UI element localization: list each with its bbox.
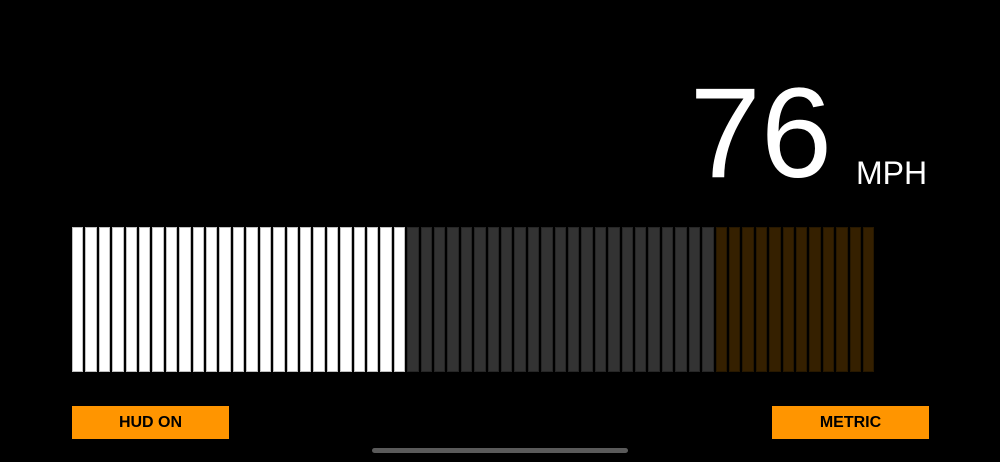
gauge-segment — [246, 227, 258, 372]
gauge-segment — [98, 227, 111, 372]
gauge-segment — [568, 227, 580, 372]
speed-gauge — [72, 227, 875, 372]
gauge-segment — [206, 227, 218, 372]
gauge-segment — [286, 227, 298, 372]
gauge-segment — [232, 227, 245, 372]
gauge-segment — [125, 227, 138, 372]
gauge-segment — [326, 227, 339, 372]
gauge-segment — [862, 227, 875, 372]
gauge-segment — [527, 227, 540, 372]
gauge-segment — [594, 227, 607, 372]
gauge-segment — [675, 227, 687, 372]
gauge-segment — [554, 227, 567, 372]
gauge-segment — [474, 227, 486, 372]
gauge-segment — [581, 227, 593, 372]
gauge-segment — [460, 227, 473, 372]
gauge-segment — [299, 227, 312, 372]
gauge-segment — [728, 227, 741, 372]
gauge-segment — [688, 227, 701, 372]
gauge-segment — [380, 227, 392, 372]
gauge-segment — [769, 227, 781, 372]
gauge-segment — [635, 227, 647, 372]
gauge-segment — [782, 227, 794, 372]
gauge-segment — [420, 227, 432, 372]
gauge-segment — [501, 227, 513, 372]
gauge-segment — [152, 227, 164, 372]
gauge-segment — [809, 227, 821, 372]
gauge-segment — [179, 227, 191, 372]
gauge-segment — [192, 227, 205, 372]
gauge-segment — [72, 227, 84, 372]
metric-toggle-button[interactable]: METRIC — [772, 406, 929, 439]
gauge-segment — [648, 227, 660, 372]
gauge-segment — [822, 227, 835, 372]
speed-readout: 76 — [689, 62, 832, 205]
gauge-segment — [407, 227, 419, 372]
gauge-segment — [165, 227, 178, 372]
gauge-segment — [259, 227, 272, 372]
gauge-segment — [621, 227, 634, 372]
hud-toggle-button[interactable]: HUD ON — [72, 406, 229, 439]
gauge-segment — [702, 227, 714, 372]
gauge-segment — [795, 227, 808, 372]
gauge-segment — [742, 227, 754, 372]
gauge-segment — [85, 227, 97, 372]
gauge-segment — [849, 227, 861, 372]
gauge-segment — [366, 227, 379, 372]
gauge-segment — [433, 227, 446, 372]
gauge-segment — [487, 227, 499, 372]
gauge-segment — [353, 227, 365, 372]
gauge-segment — [273, 227, 285, 372]
gauge-segment — [219, 227, 231, 372]
gauge-segment — [340, 227, 352, 372]
gauge-segment — [661, 227, 674, 372]
gauge-segment — [393, 227, 406, 372]
gauge-segment — [139, 227, 151, 372]
gauge-segment — [836, 227, 848, 372]
gauge-segment — [608, 227, 620, 372]
gauge-segment — [112, 227, 124, 372]
gauge-segment — [313, 227, 325, 372]
gauge-segment — [514, 227, 526, 372]
speed-unit: MPH — [856, 155, 928, 191]
gauge-segment — [447, 227, 459, 372]
gauge-segment — [541, 227, 553, 372]
gauge-segment — [755, 227, 768, 372]
gauge-segment — [715, 227, 727, 372]
home-indicator[interactable] — [372, 448, 628, 453]
